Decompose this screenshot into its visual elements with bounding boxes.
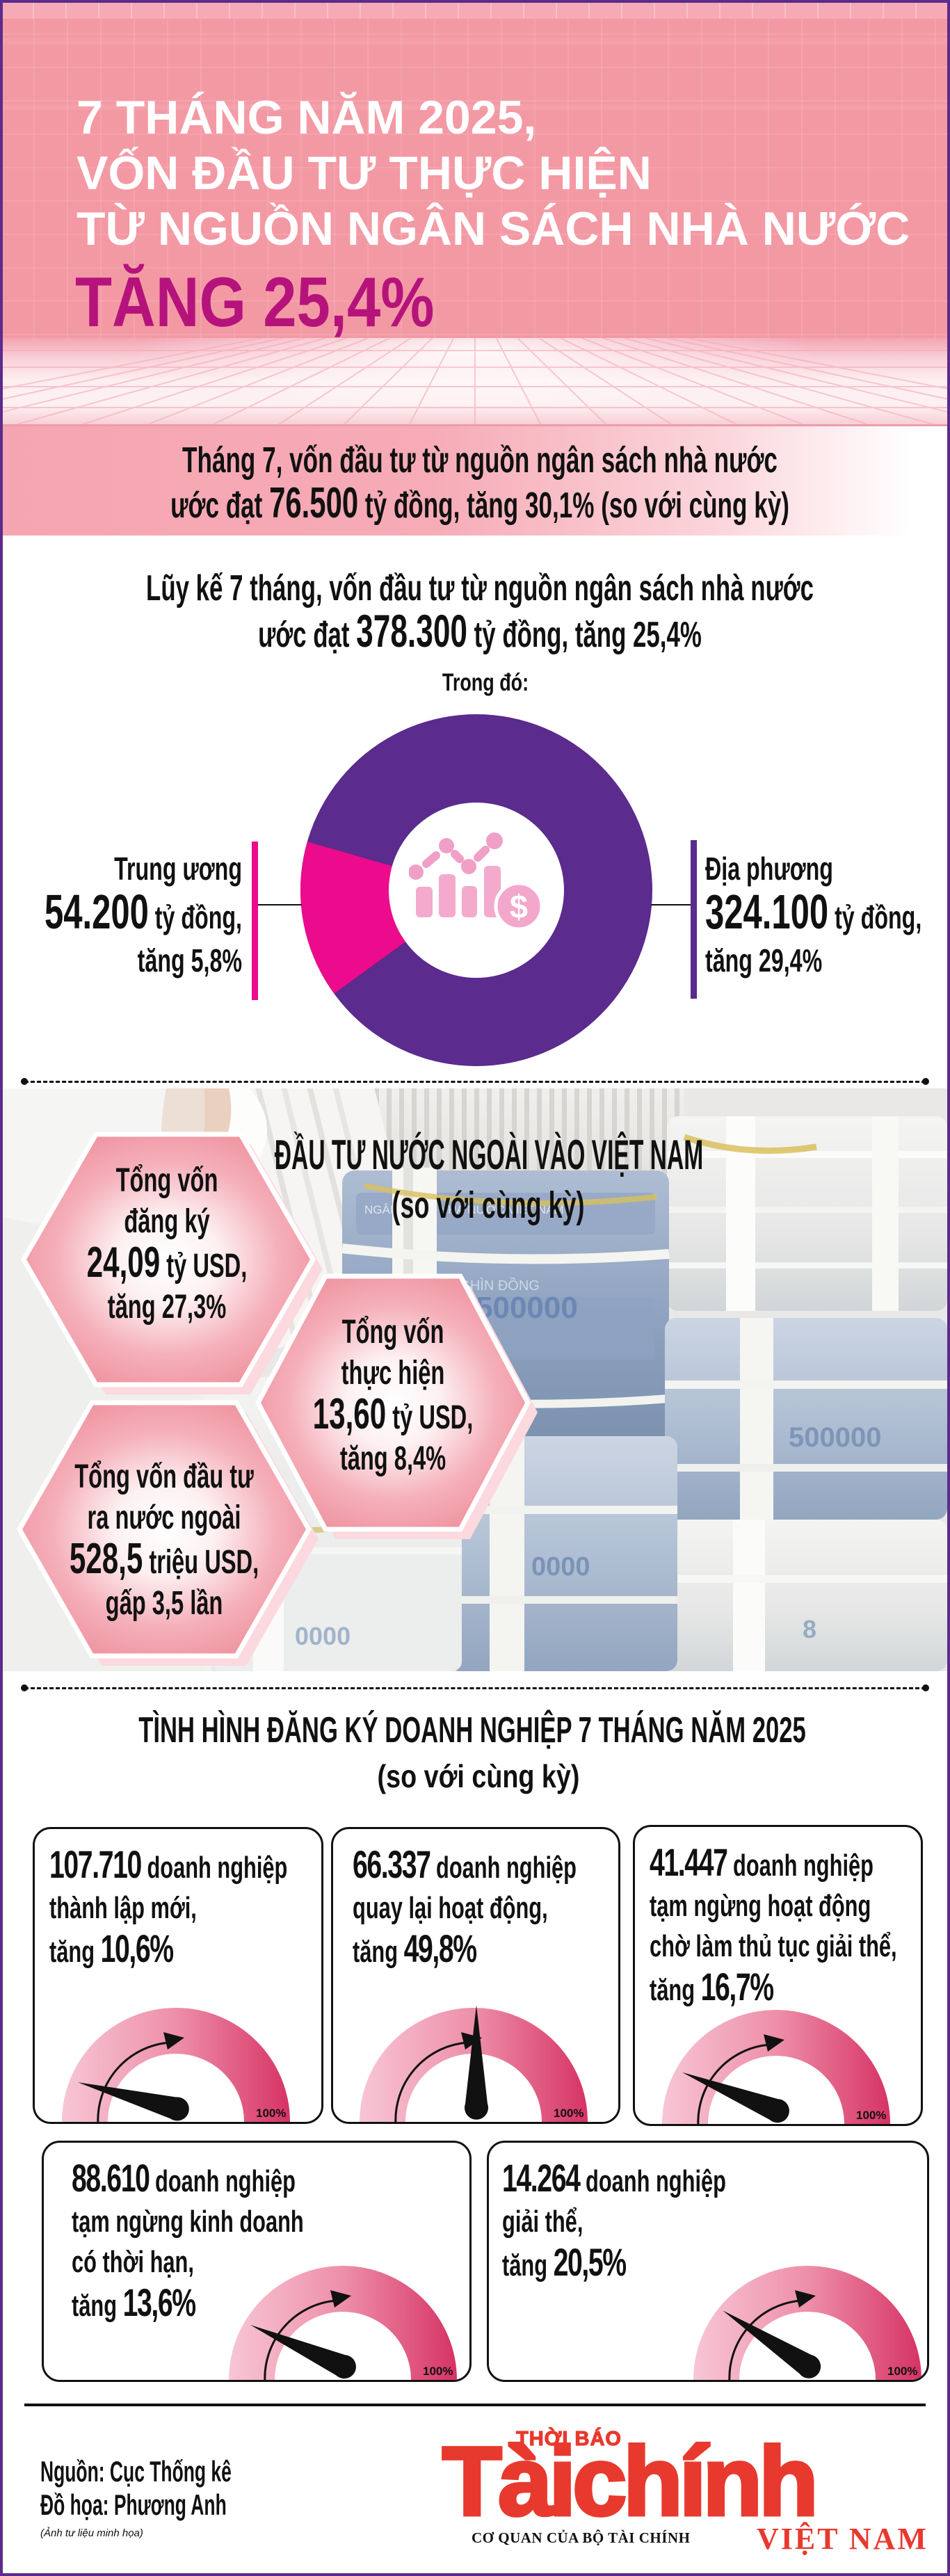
- svg-text:8: 8: [803, 1615, 816, 1643]
- svg-text:100%: 100%: [856, 2109, 886, 2122]
- svg-text:$: $: [510, 888, 528, 925]
- svg-text:500000: 500000: [789, 1422, 881, 1453]
- svg-text:100%: 100%: [554, 2107, 583, 2120]
- svg-text:100%: 100%: [887, 2365, 917, 2378]
- svg-text:100%: 100%: [423, 2365, 453, 2378]
- svg-text:0000: 0000: [531, 1552, 590, 1581]
- svg-text:100%: 100%: [256, 2107, 286, 2120]
- svg-text:500000: 500000: [476, 1291, 578, 1325]
- svg-text:0000: 0000: [295, 1622, 351, 1650]
